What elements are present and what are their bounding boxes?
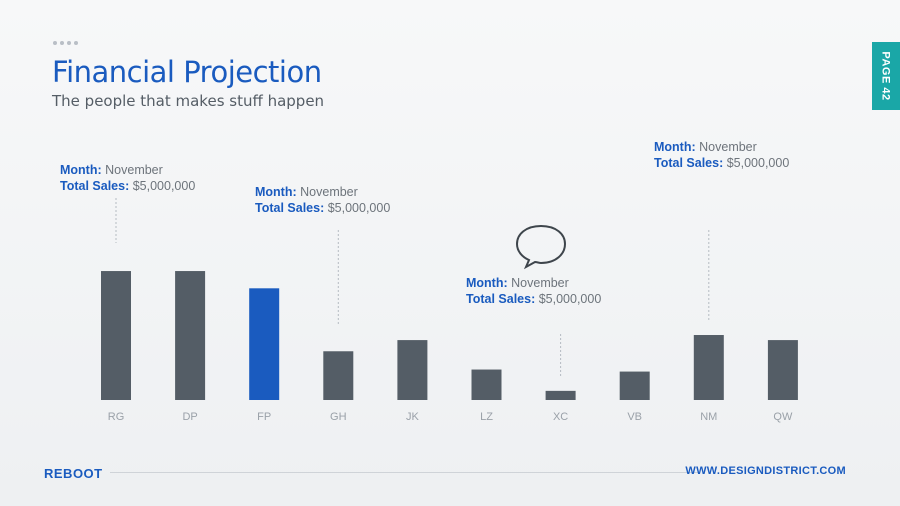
month-label: Month:: [255, 185, 297, 199]
sales-label: Total Sales:: [654, 156, 724, 170]
x-tick-label: NM: [700, 411, 717, 423]
footer-divider: [110, 472, 700, 473]
sales-label: Total Sales:: [255, 201, 325, 215]
x-tick-label: LZ: [480, 411, 493, 423]
sales-value: $5,000,000: [327, 201, 391, 215]
callout-nm: Month: November Total Sales: $5,000,000: [654, 139, 789, 171]
bar-vb: [619, 371, 650, 400]
callout-rg: Month: November Total Sales: $5,000,000: [60, 162, 195, 194]
bar-xc: [545, 390, 576, 400]
sales-value: $5,000,000: [538, 292, 602, 306]
sales-value: $5,000,000: [726, 156, 790, 170]
x-axis-ticks: RG DP FP GH JK LZ XC VB NM QW: [108, 411, 793, 423]
footer-brand: REBOOT: [44, 466, 103, 481]
bar-gh: [323, 351, 354, 400]
month-value: November: [105, 163, 163, 177]
month-label: Month:: [60, 163, 102, 177]
bar-lz: [471, 369, 502, 400]
bar-rg: [101, 271, 131, 400]
x-tick-label: VB: [627, 411, 642, 423]
sales-label: Total Sales:: [60, 179, 130, 193]
month-label: Month:: [654, 140, 696, 154]
x-tick-label: QW: [773, 411, 793, 423]
bar-fp: [249, 288, 280, 400]
bar-nm: [693, 335, 724, 400]
bar-qw: [767, 340, 798, 400]
bar-jk: [397, 340, 428, 400]
x-tick-label: DP: [182, 411, 197, 423]
sales-value: $5,000,000: [132, 179, 196, 193]
x-tick-label: FP: [257, 411, 271, 423]
callout-gh: Month: November Total Sales: $5,000,000: [255, 184, 390, 216]
month-value: November: [300, 185, 358, 199]
x-tick-label: GH: [330, 411, 347, 423]
month-label: Month:: [466, 276, 508, 290]
speech-bubble-icon-shape: [515, 224, 567, 270]
x-tick-label: JK: [406, 411, 420, 423]
page-title: Financial Projection: [52, 55, 322, 89]
header-dots: [53, 41, 78, 45]
month-value: November: [699, 140, 757, 154]
x-tick-label: XC: [553, 411, 568, 423]
bar-dp: [175, 271, 206, 400]
leader-lines: [115, 198, 710, 378]
page-number-tab: PAGE 42: [872, 42, 900, 110]
page-subtitle: The people that makes stuff happen: [52, 92, 325, 110]
speech-bubble-icon: [515, 224, 567, 270]
bars: [101, 271, 798, 400]
footer-website-link[interactable]: WWW.DESIGNDISTRICT.COM: [685, 465, 846, 477]
month-value: November: [511, 276, 569, 290]
sales-label: Total Sales:: [466, 292, 536, 306]
callout-xc: Month: November Total Sales: $5,000,000: [466, 275, 601, 307]
x-tick-label: RG: [108, 411, 125, 423]
